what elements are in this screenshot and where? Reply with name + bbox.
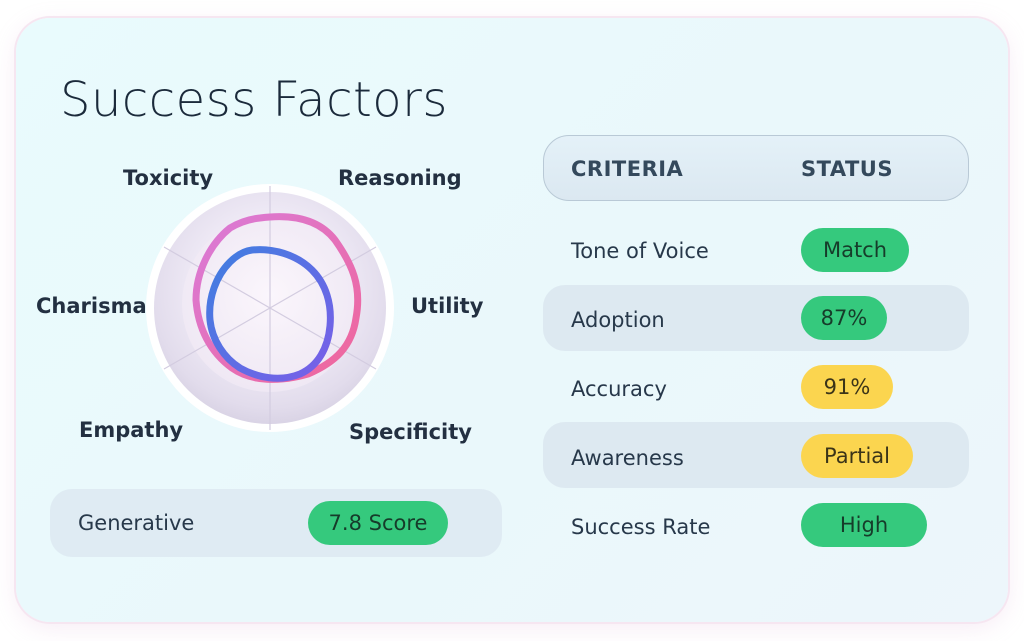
- table-row-status-accuracy: 91%: [801, 365, 893, 409]
- radar-axis-label-reasoning: Reasoning: [338, 166, 462, 190]
- criteria-column-header: CRITERIA: [571, 157, 684, 181]
- status-column-header: STATUS: [801, 157, 893, 181]
- table-row-status-adoption: 87%: [801, 296, 887, 340]
- table-row-status-success-rate: High: [801, 503, 927, 547]
- radar-axis-label-toxicity: Toxicity: [123, 166, 214, 190]
- table-row-status-tone-of-voice: Match: [801, 228, 909, 272]
- table-row-status-awareness: Partial: [801, 434, 913, 478]
- table-row-criteria-success-rate: Success Rate: [571, 515, 711, 539]
- radar-axis-label-charisma: Charisma: [36, 294, 147, 318]
- radar-series-blue: [206, 246, 334, 382]
- criteria-table-header: CRITERIA STATUS: [543, 135, 969, 201]
- generative-label: Generative: [78, 511, 195, 535]
- table-row-criteria-adoption: Adoption: [571, 308, 665, 332]
- table-row-band-adoption: [543, 285, 969, 351]
- generative-score-row: Generative 7.8 Score: [50, 489, 502, 557]
- table-row-criteria-accuracy: Accuracy: [571, 377, 667, 401]
- radar-chart-svg: [146, 184, 394, 432]
- table-row-criteria-awareness: Awareness: [571, 446, 684, 470]
- page-title: Success Factors: [60, 72, 448, 128]
- radar-axis-label-empathy: Empathy: [79, 418, 184, 442]
- radar-axis-label-utility: Utility: [411, 294, 484, 318]
- generative-score-badge: 7.8 Score: [308, 501, 448, 545]
- table-row-criteria-tone-of-voice: Tone of Voice: [571, 239, 709, 263]
- radar-axis-label-specificity: Specificity: [349, 420, 472, 444]
- radar-chart: [140, 178, 400, 438]
